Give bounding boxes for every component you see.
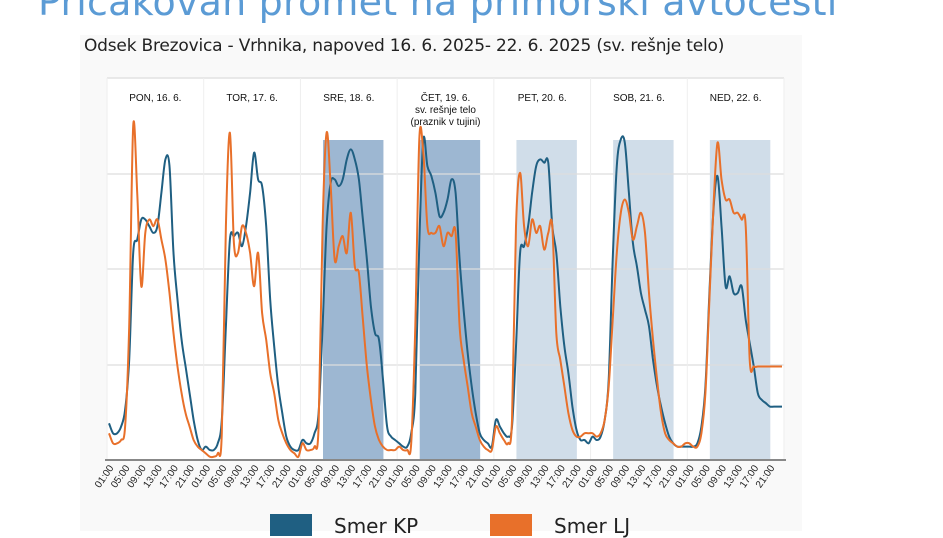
legend-label-kp: Smer KP: [334, 514, 419, 538]
series-line-smer-lj: [108, 120, 782, 459]
legend-swatch-lj: [490, 514, 532, 536]
day-headers: PON, 16. 6. TOR, 17. 6. SRE, 18. 6. ČET, 19…: [129, 91, 761, 128]
series-lines: [108, 120, 783, 459]
day-header-sublabel: (praznik v tujini): [410, 117, 480, 128]
day-header-label: PON, 16. 6.: [129, 93, 181, 104]
slide-title: Pričakovan promet na primorski avtocesti: [38, 0, 838, 24]
legend-item-lj: Smer LJ: [490, 514, 630, 538]
day-header-label: NED, 22. 6.: [710, 93, 762, 104]
day-header-label: SRE, 18. 6.: [323, 93, 374, 104]
grid-lines: [106, 77, 785, 460]
day-band: [322, 140, 384, 460]
legend-swatch-kp: [270, 514, 312, 536]
day-header-label: PET, 20. 6.: [518, 93, 567, 104]
day-header-label: SOB, 21. 6.: [613, 93, 665, 104]
chart-title: Odsek Brezovica - Vrhnika, napoved 16. 6…: [84, 36, 725, 56]
legend-item-kp: Smer KP: [270, 514, 418, 538]
day-header-label: TOR, 17. 6.: [226, 93, 278, 104]
day-header-sublabel: sv. rešnje telo: [415, 105, 476, 116]
legend-label-lj: Smer LJ: [554, 514, 631, 538]
day-header-label: ČET, 19. 6.: [421, 91, 470, 104]
x-axis: 01:0005:0009:0013:0017:0021:0001:0005:00…: [93, 459, 786, 490]
